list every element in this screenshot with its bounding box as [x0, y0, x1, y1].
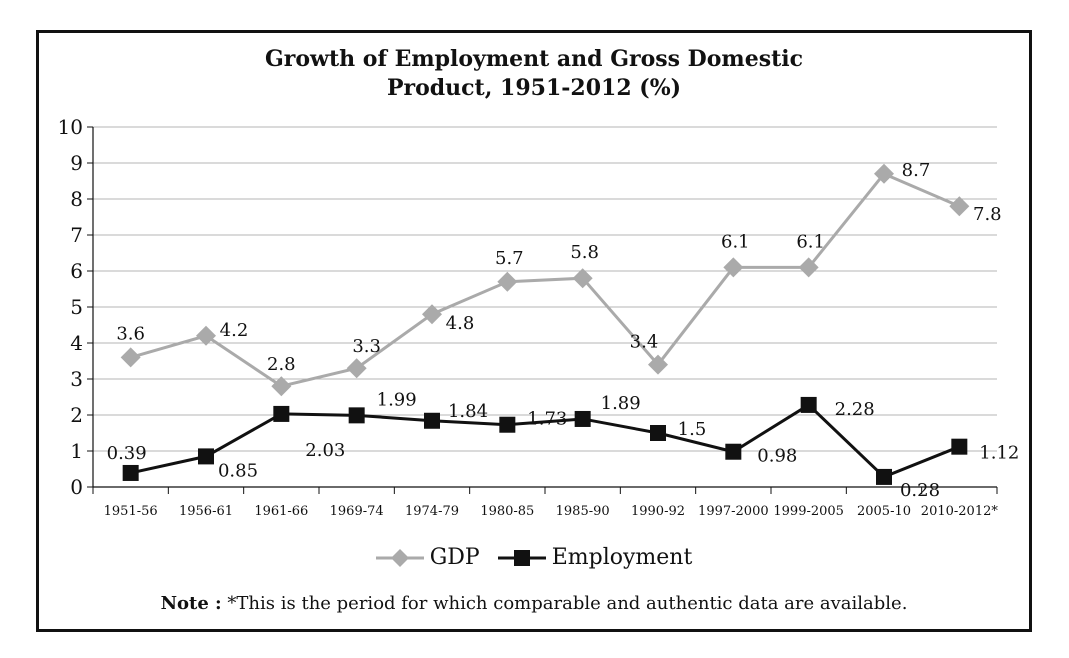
data-label-gdp-3: 3.3	[352, 336, 381, 357]
y-tick-label-8: 8	[70, 187, 83, 211]
point-gdp-5	[497, 271, 518, 292]
data-label-gdp-5: 5.7	[495, 248, 524, 269]
data-label-employment-9: 2.28	[835, 399, 875, 420]
legend-gdp-marker	[375, 548, 424, 567]
y-tick-label-5: 5	[70, 295, 83, 319]
legend-employment-marker	[497, 549, 546, 566]
x-axis: 1951-56 1956-61 1961-66 1969-74 1974-79 1980-…	[92, 486, 999, 519]
x-tick-label-11: 2010-2012*	[921, 504, 999, 519]
chart-title-line-1: Growth of Employment and Gross Domestic	[264, 46, 804, 72]
x-tick-label-3: 1969-74	[330, 504, 384, 519]
y-tick-label-2: 2	[70, 403, 83, 427]
point-gdp-11	[949, 196, 970, 217]
x-tick-label-8: 1997-2000	[698, 504, 769, 519]
data-label-gdp-7: 3.4	[630, 332, 659, 353]
data-label-employment-6: 1.89	[601, 393, 641, 414]
legend-item-gdp: GDP	[375, 545, 480, 570]
data-label-gdp-8: 6.1	[721, 231, 750, 252]
data-label-gdp-9: 6.1	[796, 231, 825, 252]
y-tick-label-1: 1	[70, 439, 83, 463]
point-gdp-1	[196, 325, 216, 346]
data-label-gdp-2: 2.8	[267, 354, 296, 375]
y-tick-label-9: 9	[70, 151, 83, 175]
y-axis: 0 1 2 3 4 5 6 7 8 9 10	[58, 115, 94, 499]
y-tick-label-3: 3	[70, 367, 83, 391]
data-label-employment-7: 1.5	[678, 419, 707, 440]
data-label-employment-10: 0.28	[900, 480, 940, 501]
data-label-employment-0: 0.39	[107, 443, 147, 464]
x-tick-label-1: 1956-61	[179, 504, 233, 519]
point-employment-11	[951, 438, 968, 455]
point-employment-5	[499, 416, 516, 433]
point-employment-7	[650, 425, 666, 441]
point-gdp-10	[874, 163, 894, 184]
chart-title-line-2: Product, 1951-2012 (%)	[386, 75, 682, 101]
point-gdp-6	[572, 268, 593, 289]
x-tick-label-2: 1961-66	[254, 504, 308, 519]
x-tick-label-7: 1990-92	[631, 504, 685, 519]
series-line-employment	[130, 403, 960, 479]
data-label-gdp-11: 7.8	[973, 204, 1002, 225]
point-employment-8	[725, 443, 742, 460]
point-gdp-8	[723, 257, 744, 278]
point-employment-0	[122, 464, 139, 481]
data-label-gdp-10: 8.7	[902, 160, 931, 181]
data-label-employment-8: 0.98	[757, 446, 797, 467]
point-employment-6	[574, 410, 591, 427]
point-gdp-0	[120, 347, 141, 368]
y-tick-label-0: 0	[70, 475, 83, 499]
chart-title: Growth of Employment and Gross Domestic …	[39, 45, 1029, 103]
data-label-employment-3: 1.99	[377, 389, 417, 410]
point-employment-1	[198, 448, 214, 465]
point-employment-10	[876, 468, 892, 485]
data-label-gdp-6: 5.8	[570, 242, 599, 263]
footnote: Note : *This is the period for which com…	[39, 593, 1029, 614]
data-label-gdp-4: 4.8	[446, 313, 475, 334]
point-employment-3	[348, 407, 365, 424]
data-label-employment-2: 2.03	[305, 440, 345, 461]
x-tick-label-9: 1999-2005	[773, 504, 844, 519]
x-tick-label-4: 1974-79	[405, 504, 459, 519]
data-label-gdp-1: 4.2	[220, 320, 249, 341]
point-employment-4	[424, 412, 440, 429]
y-tick-label-6: 6	[70, 259, 83, 283]
x-tick-label-6: 1985-90	[556, 504, 610, 519]
y-tick-label-10: 10	[58, 115, 83, 139]
x-tick-label-10: 2005-10	[857, 504, 911, 519]
data-label-employment-1: 0.85	[218, 460, 258, 481]
point-employment-9	[800, 396, 817, 413]
point-gdp-3	[346, 358, 367, 379]
legend-label-gdp: GDP	[429, 545, 480, 570]
data-label-employment-5: 1.73	[527, 409, 567, 430]
series-line-gdp	[130, 171, 960, 388]
data-labels: 3.6 4.2 2.8 3.3 4.8 5.7 5.8 3.4 6.1 6.1 8.7 7.8 0.39…	[107, 160, 1020, 501]
line-chart: 0 1 2 3 4 5 6 7 8 9 10 1951-56 1956-61 1961-66 1969-7…	[58, 115, 1020, 519]
point-gdp-2	[271, 376, 292, 397]
data-label-employment-4: 1.84	[448, 401, 488, 422]
grid-lines	[93, 126, 997, 452]
x-tick-label-5: 1980-85	[480, 504, 534, 519]
point-gdp-9	[798, 257, 819, 278]
data-label-gdp-0: 3.6	[116, 323, 145, 344]
point-gdp-7	[648, 354, 668, 375]
footnote-label: Note :	[160, 593, 222, 614]
point-gdp-4	[422, 304, 442, 325]
x-tick-label-0: 1951-56	[104, 504, 158, 519]
point-employment-2	[273, 405, 290, 422]
y-tick-label-4: 4	[70, 331, 83, 355]
legend-item-employment: Employment	[497, 545, 693, 570]
legend-label-employment: Employment	[551, 545, 693, 570]
chart-frame: Growth of Employment and Gross Domestic …	[36, 30, 1032, 632]
y-tick-label-7: 7	[70, 223, 83, 247]
series-layer	[120, 163, 970, 485]
data-label-employment-11: 1.12	[979, 443, 1019, 464]
legend: GDP Employment	[39, 545, 1029, 570]
footnote-text: *This is the period for which comparable…	[221, 593, 908, 614]
